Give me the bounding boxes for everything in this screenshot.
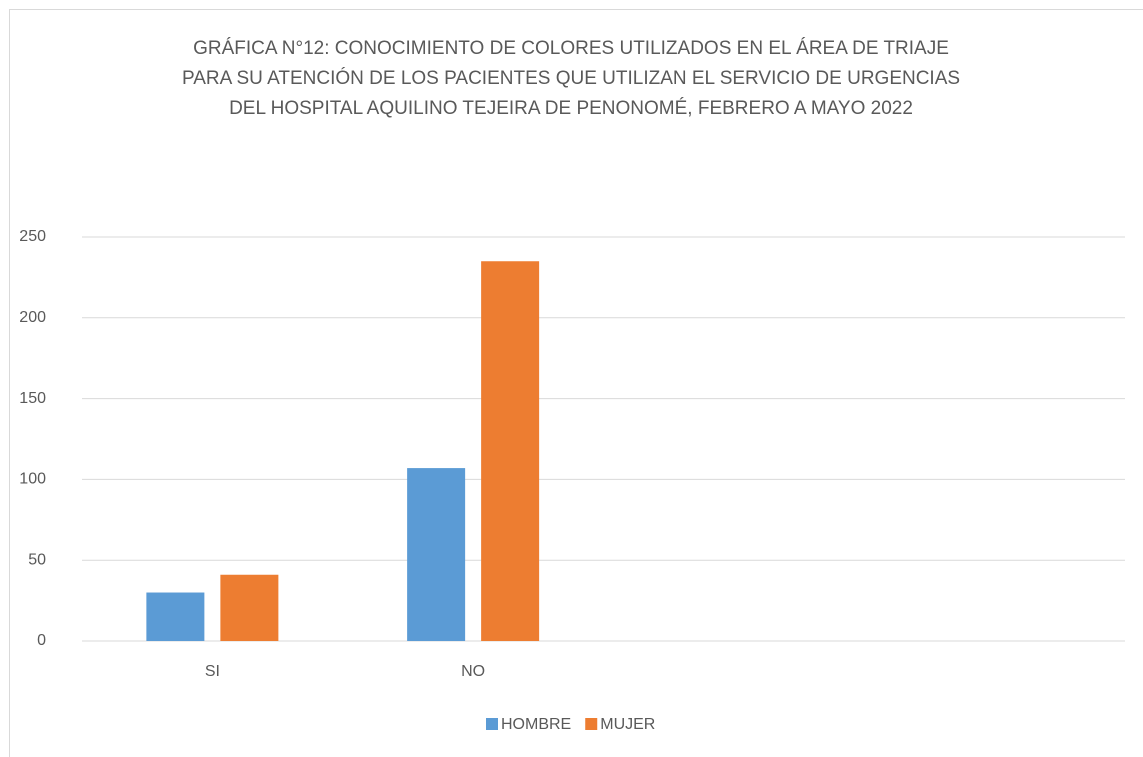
x-tick-label: NO (461, 663, 485, 680)
y-tick-label: 200 (19, 309, 46, 326)
legend-swatch (486, 718, 498, 730)
chart-border (9, 9, 1143, 757)
y-tick-label: 100 (19, 471, 46, 488)
chart-title: GRÁFICA N°12: CONOCIMIENTO DE COLORES UT… (181, 38, 961, 119)
legend-swatch (585, 718, 598, 730)
bar (146, 592, 205, 641)
x-tick-label: SI (205, 663, 220, 680)
legend-label: MUJER (600, 716, 655, 733)
bar (481, 261, 540, 641)
y-tick-label: 250 (19, 228, 46, 245)
bar (220, 574, 279, 641)
y-tick-label: 50 (28, 551, 46, 568)
y-tick-label: 150 (19, 390, 46, 407)
legend-label: HOMBRE (501, 716, 571, 733)
bar (407, 468, 466, 641)
y-tick-label: 0 (37, 632, 46, 649)
